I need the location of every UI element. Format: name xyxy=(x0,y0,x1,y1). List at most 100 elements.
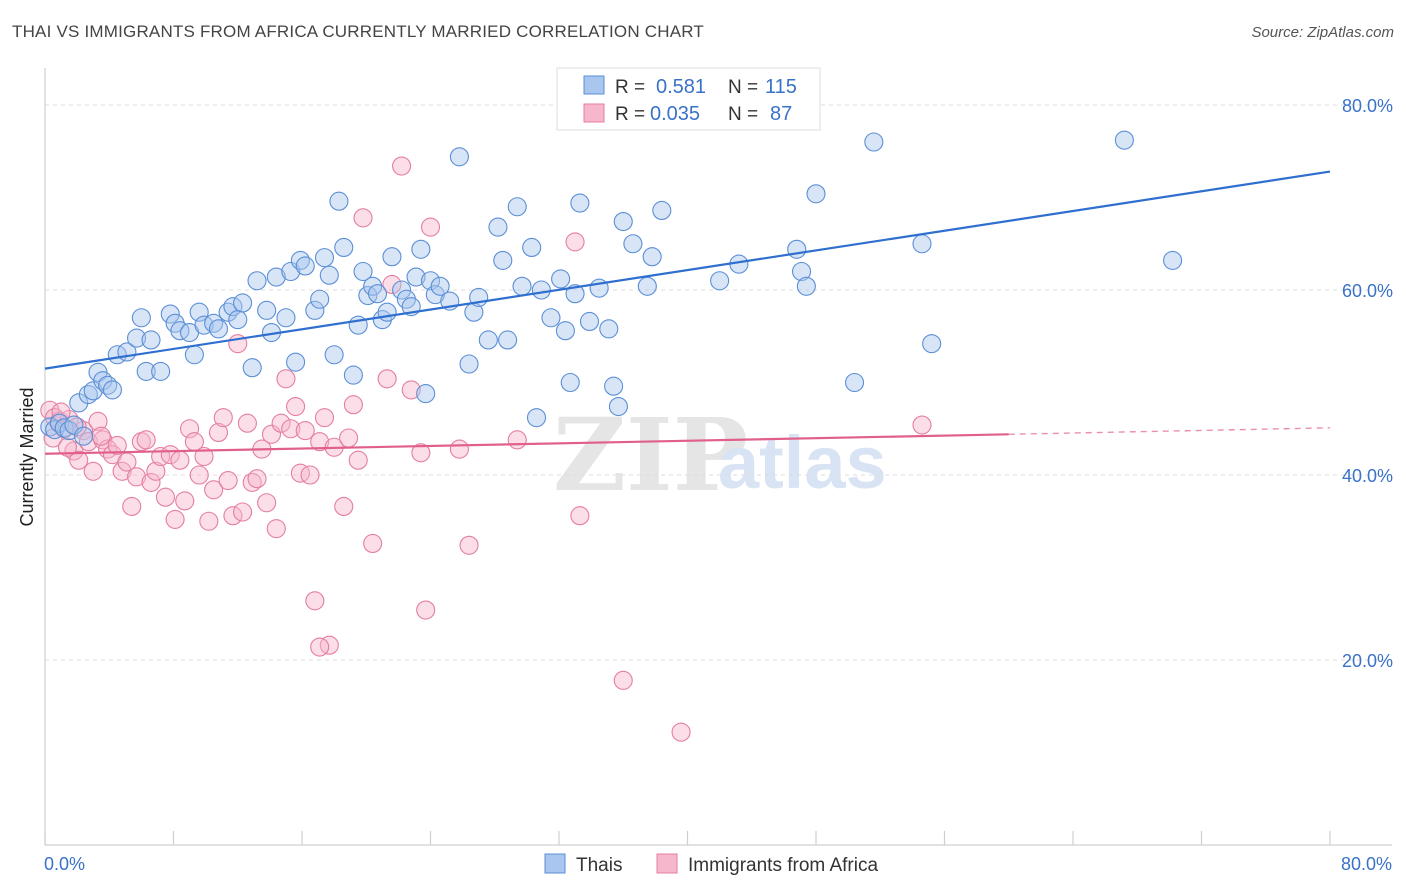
series-thais xyxy=(40,130,1183,446)
thais-point xyxy=(343,365,363,385)
africa-point xyxy=(175,491,195,511)
thais-point xyxy=(377,302,397,322)
africa-point xyxy=(343,395,363,415)
africa-point xyxy=(339,428,359,448)
thais-point xyxy=(912,234,932,254)
thais-point xyxy=(522,237,542,257)
thais-point xyxy=(194,315,214,335)
watermark: ZIP atlas xyxy=(553,396,887,514)
africa-point xyxy=(290,463,310,483)
africa-point xyxy=(281,419,301,439)
africa-point xyxy=(310,432,330,452)
thais-point xyxy=(266,267,286,287)
thais-point xyxy=(844,372,865,393)
thais-point xyxy=(281,261,301,282)
africa-point xyxy=(348,450,368,470)
x-tick-label-max: 80.0% xyxy=(1341,854,1392,874)
africa-point xyxy=(286,396,306,417)
thais-point xyxy=(541,308,561,328)
africa-point xyxy=(136,430,156,450)
stats-r-label-africa: R = xyxy=(615,104,645,125)
thais-point xyxy=(64,415,84,435)
thais-point xyxy=(570,193,590,213)
thais-point xyxy=(608,396,628,417)
africa-point xyxy=(247,469,267,489)
y-axis-title: Currently Married xyxy=(17,387,37,526)
africa-point xyxy=(107,435,127,455)
x-ticks xyxy=(44,831,1331,845)
africa-point xyxy=(223,506,243,526)
thais-point xyxy=(141,330,161,350)
thais-point xyxy=(102,380,123,400)
stats-r-value-africa: 0.035 xyxy=(650,103,700,125)
thais-point xyxy=(257,300,277,320)
africa-point xyxy=(208,422,229,443)
thais-point xyxy=(314,248,335,268)
africa-point xyxy=(507,430,527,450)
thais-point xyxy=(623,234,643,254)
africa-point xyxy=(271,413,291,433)
grid xyxy=(45,104,1392,661)
thais-point xyxy=(136,361,156,381)
thais-point xyxy=(319,265,339,285)
thais-point xyxy=(247,271,267,291)
x-tick-label-min: 0.0% xyxy=(44,854,85,874)
africa-point xyxy=(401,380,421,400)
y-tick-label: 20.0% xyxy=(1342,651,1393,671)
thais-point xyxy=(170,321,190,341)
thais-point xyxy=(864,132,884,152)
stats-r-value-thais: 0.581 xyxy=(656,76,706,98)
africa-point xyxy=(416,600,436,620)
africa-point xyxy=(257,493,277,513)
thais-point xyxy=(160,304,180,324)
legend-label-africa: Immigrants from Africa xyxy=(688,855,878,876)
thais-point xyxy=(324,345,344,365)
africa-point xyxy=(237,413,257,433)
thais-point xyxy=(416,384,436,404)
thais-point xyxy=(305,300,325,320)
thais-point xyxy=(488,217,508,237)
africa-point xyxy=(189,465,209,485)
thais-point xyxy=(310,289,330,309)
legend-swatch-africa xyxy=(656,853,678,874)
africa-point xyxy=(411,443,431,463)
africa-point xyxy=(213,408,233,428)
stats-swatch-africa xyxy=(583,103,605,123)
thais-point xyxy=(498,330,518,350)
thais-point xyxy=(208,319,229,339)
thais-point xyxy=(233,293,253,313)
africa-point xyxy=(420,217,441,237)
africa-point xyxy=(377,369,397,389)
thais-point xyxy=(493,250,513,270)
y-tick-labels: 20.0% 40.0% 60.0% 80.0% xyxy=(1342,96,1393,671)
africa-point xyxy=(570,506,590,526)
thais-point xyxy=(430,276,450,296)
thais-point xyxy=(526,408,547,428)
y-tick-label: 40.0% xyxy=(1342,466,1393,486)
thais-point xyxy=(806,184,826,204)
thais-point xyxy=(329,191,349,211)
africa-point xyxy=(88,411,108,431)
africa-point xyxy=(392,156,412,176)
thais-point xyxy=(83,381,103,401)
thais-point xyxy=(411,239,431,259)
thais-point xyxy=(295,256,315,276)
stats-box: R = 0.581 N = 115 R = 0.035 N = 87 xyxy=(556,67,821,131)
thais-point xyxy=(286,352,306,372)
africa-point xyxy=(305,591,325,611)
thais-point xyxy=(74,426,94,446)
thais-point xyxy=(796,276,816,296)
africa-point xyxy=(310,637,330,657)
africa-point xyxy=(353,208,373,228)
series-immigrants-from-africa xyxy=(40,156,932,742)
stats-n-label-thais: N = xyxy=(728,77,758,98)
thais-point xyxy=(565,284,585,304)
legend: Thais Immigrants from Africa xyxy=(544,853,878,876)
y-tick-label: 80.0% xyxy=(1342,96,1393,116)
stats-n-value-africa: 87 xyxy=(770,103,792,125)
africa-point xyxy=(146,461,166,481)
chart-title: THAI VS IMMIGRANTS FROM AFRICA CURRENTLY… xyxy=(12,22,705,41)
thais-point xyxy=(131,308,151,328)
thais-point xyxy=(642,247,662,267)
thais-point xyxy=(406,267,426,287)
